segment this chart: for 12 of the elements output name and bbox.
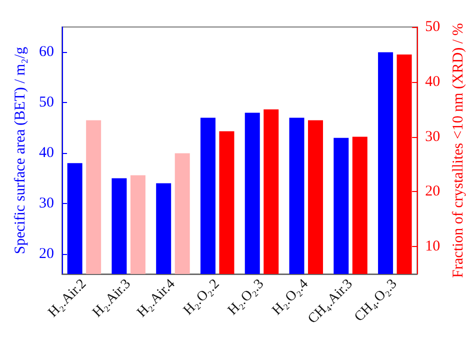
y-tick-label: 20: [39, 246, 54, 262]
y-tick-label: 50: [39, 94, 54, 111]
y2-tick-label: 20: [425, 184, 440, 200]
y2-tick-label: 10: [425, 238, 440, 255]
y2-axis-title: Fraction of crystallites <10 nm (XRD) / %: [450, 23, 466, 278]
y-tick-label: 30: [39, 195, 54, 212]
y-tick-label: 40: [39, 145, 54, 162]
y2-tick-label: 50: [425, 19, 440, 35]
y-tick-label: 60: [39, 44, 54, 60]
y2-tick-label: 30: [425, 128, 440, 145]
y2-tick-label: 40: [425, 74, 440, 90]
y-axis-title: Specific surface area (BET) / m₂/g: [12, 46, 29, 254]
